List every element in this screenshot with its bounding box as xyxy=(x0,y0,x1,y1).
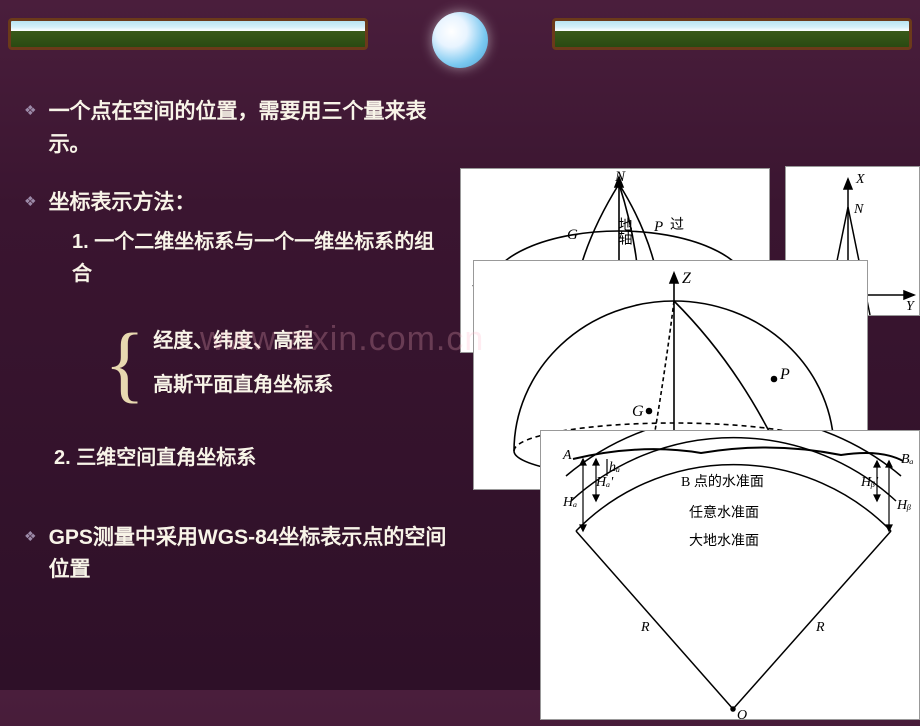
level-svg: B 点的水准面 任意水准面 大地水准面 A Bₐ Hₐ Hₐ' hₐ Hᵦ Hᵦ… xyxy=(541,431,920,721)
method-list-2: 2. 三维空间直角坐标系 xyxy=(54,442,454,474)
label-Ha: Hₐ xyxy=(562,495,577,510)
label-Hap: Hₐ' xyxy=(595,475,614,490)
diamond-bullet-icon: ❖ xyxy=(24,193,37,210)
label-Hbp: Hᵦ' xyxy=(860,475,879,490)
sun-icon xyxy=(432,12,488,68)
slide-content: ❖ 一个点在空间的位置，需要用三个量来表示。 ❖ 坐标表示方法： 1. 一个二维… xyxy=(0,60,920,690)
left-brace-icon: { xyxy=(104,320,145,406)
label-A: A xyxy=(562,448,572,463)
label-O: O xyxy=(737,708,747,721)
label-ha: hₐ xyxy=(609,460,620,475)
method-2: 2. 三维空间直角坐标系 xyxy=(54,442,454,474)
label-G3: G xyxy=(632,403,644,420)
label-Ba: Bₐ xyxy=(901,452,914,467)
diagram-level-surface: B 点的水准面 任意水准面 大地水准面 A Bₐ Hₐ Hₐ' hₐ Hᵦ Hᵦ… xyxy=(540,430,920,720)
slide-header xyxy=(0,0,920,60)
diamond-bullet-icon: ❖ xyxy=(24,528,37,545)
brace-item-1: 经度、纬度、高程 xyxy=(153,326,333,356)
method-1: 1. 一个二维坐标系与一个一维坐标系的组合 xyxy=(72,226,454,290)
label-arbitrary: 任意水准面 xyxy=(689,504,759,521)
label-bpoint: B 点的水准面 xyxy=(681,474,764,490)
label-geoid: 大地水准面 xyxy=(689,533,759,549)
banner-sky xyxy=(555,21,909,31)
label-Y: Y xyxy=(906,299,916,314)
banner-land xyxy=(555,31,909,47)
diamond-bullet-icon: ❖ xyxy=(24,102,37,119)
banner-land xyxy=(11,31,365,47)
method-list: 1. 一个二维坐标系与一个一维坐标系的组合 xyxy=(54,226,454,290)
brace-items: 经度、纬度、高程 高斯平面直角坐标系 xyxy=(153,312,333,414)
label-axis: 地轴 xyxy=(617,217,633,245)
bullet-text: 一个点在空间的位置，需要用三个量来表示。 xyxy=(49,96,454,161)
brace-group: { 经度、纬度、高程 高斯平面直角坐标系 xyxy=(104,312,454,414)
label-G: G xyxy=(567,227,578,243)
brace-item-2: 高斯平面直角坐标系 xyxy=(153,370,333,400)
banner-sky xyxy=(11,21,365,31)
label-Hb: Hᵦ xyxy=(896,498,911,513)
label-N: N xyxy=(614,169,626,185)
banner-left xyxy=(8,18,368,50)
bullet-item-3: ❖ GPS测量中采用WGS-84坐标表示点的空间位置 xyxy=(24,522,454,587)
label-P3: P xyxy=(779,366,790,383)
bullet-item-2: ❖ 坐标表示方法： xyxy=(24,187,454,220)
bullet-text: GPS测量中采用WGS-84坐标表示点的空间位置 xyxy=(49,522,454,587)
sun-ornament xyxy=(428,8,492,72)
label-guo: 过 xyxy=(670,217,684,233)
label-R2: R xyxy=(815,620,825,635)
label-P: P xyxy=(653,219,663,235)
label-R1: R xyxy=(640,620,650,635)
bullet-item-1: ❖ 一个点在空间的位置，需要用三个量来表示。 xyxy=(24,96,454,161)
label-Z: Z xyxy=(682,270,692,287)
banner-right xyxy=(552,18,912,50)
text-column: ❖ 一个点在空间的位置，需要用三个量来表示。 ❖ 坐标表示方法： 1. 一个二维… xyxy=(24,96,454,587)
label-X: X xyxy=(855,172,865,187)
bullet-text: 坐标表示方法： xyxy=(49,187,196,220)
label-N2: N xyxy=(853,202,864,217)
